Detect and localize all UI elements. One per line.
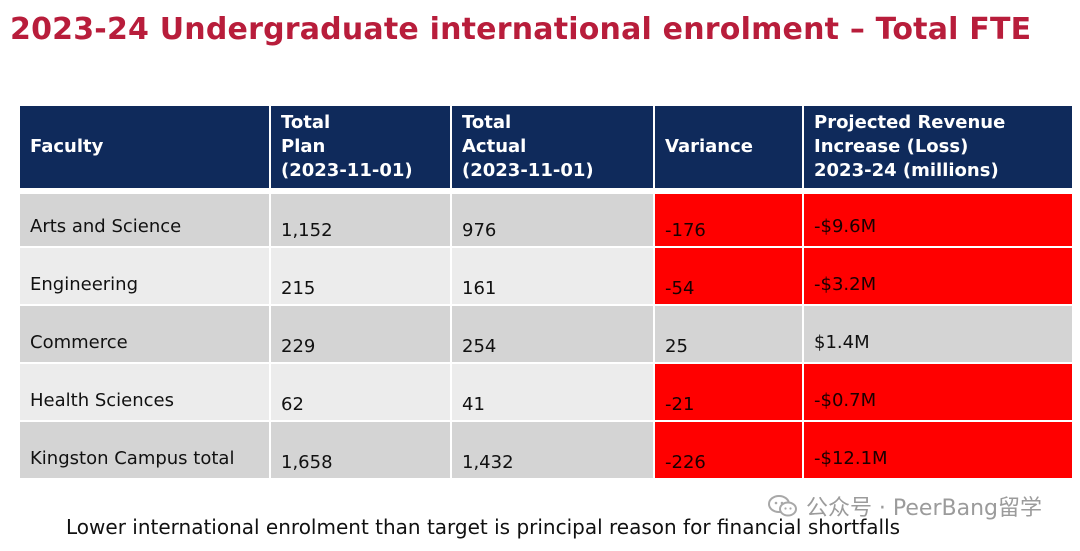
- header-faculty: Faculty: [20, 106, 271, 188]
- variance-cell: -226: [655, 420, 804, 478]
- variance-cell: -54: [655, 246, 804, 304]
- header-variance: Variance: [655, 106, 804, 188]
- faculty-cell: Commerce: [20, 304, 271, 362]
- revenue-cell: -$0.7M: [804, 362, 1072, 420]
- revenue-cell: -$3.2M: [804, 246, 1072, 304]
- table-row: Engineering 215 161 -54 -$3.2M: [20, 246, 1072, 304]
- revenue-cell: -$9.6M: [804, 188, 1072, 246]
- faculty-cell: Health Sciences: [20, 362, 271, 420]
- revenue-cell: -$12.1M: [804, 420, 1072, 478]
- table-row: Arts and Science 1,152 976 -176 -$9.6M: [20, 188, 1072, 246]
- faculty-cell: Engineering: [20, 246, 271, 304]
- plan-cell: 229: [271, 304, 452, 362]
- actual-cell: 1,432: [452, 420, 655, 478]
- table-row: Kingston Campus total 1,658 1,432 -226 -$12.…: [20, 420, 1072, 478]
- actual-cell: 161: [452, 246, 655, 304]
- actual-cell: 976: [452, 188, 655, 246]
- footnote: Lower international enrolment than targe…: [66, 515, 901, 539]
- plan-cell: 1,152: [271, 188, 452, 246]
- revenue-cell: $1.4M: [804, 304, 1072, 362]
- table-header-row: Faculty Total Plan (2023-11-01) Total Actua…: [20, 106, 1072, 188]
- table-row: Commerce 229 254 25 $1.4M: [20, 304, 1072, 362]
- table-row: Health Sciences 62 41 -21 -$0.7M: [20, 362, 1072, 420]
- header-projected-revenue: Projected Revenue Increase (Loss) 2023-24 …: [804, 106, 1072, 188]
- variance-cell: -176: [655, 188, 804, 246]
- watermark: 公众号 · PeerBang留学: [767, 490, 1042, 522]
- plan-cell: 62: [271, 362, 452, 420]
- faculty-cell: Kingston Campus total: [20, 420, 271, 478]
- page-title: 2023-24 Undergraduate international enro…: [10, 12, 1032, 47]
- enrolment-table: Faculty Total Plan (2023-11-01) Total Actua…: [20, 106, 1072, 478]
- plan-cell: 215: [271, 246, 452, 304]
- actual-cell: 254: [452, 304, 655, 362]
- wechat-icon: [767, 495, 797, 517]
- header-total-plan: Total Plan (2023-11-01): [271, 106, 452, 188]
- variance-cell: 25: [655, 304, 804, 362]
- actual-cell: 41: [452, 362, 655, 420]
- faculty-cell: Arts and Science: [20, 188, 271, 246]
- plan-cell: 1,658: [271, 420, 452, 478]
- header-total-actual: Total Actual (2023-11-01): [452, 106, 655, 188]
- watermark-text: 公众号 · PeerBang留学: [805, 496, 1042, 521]
- variance-cell: -21: [655, 362, 804, 420]
